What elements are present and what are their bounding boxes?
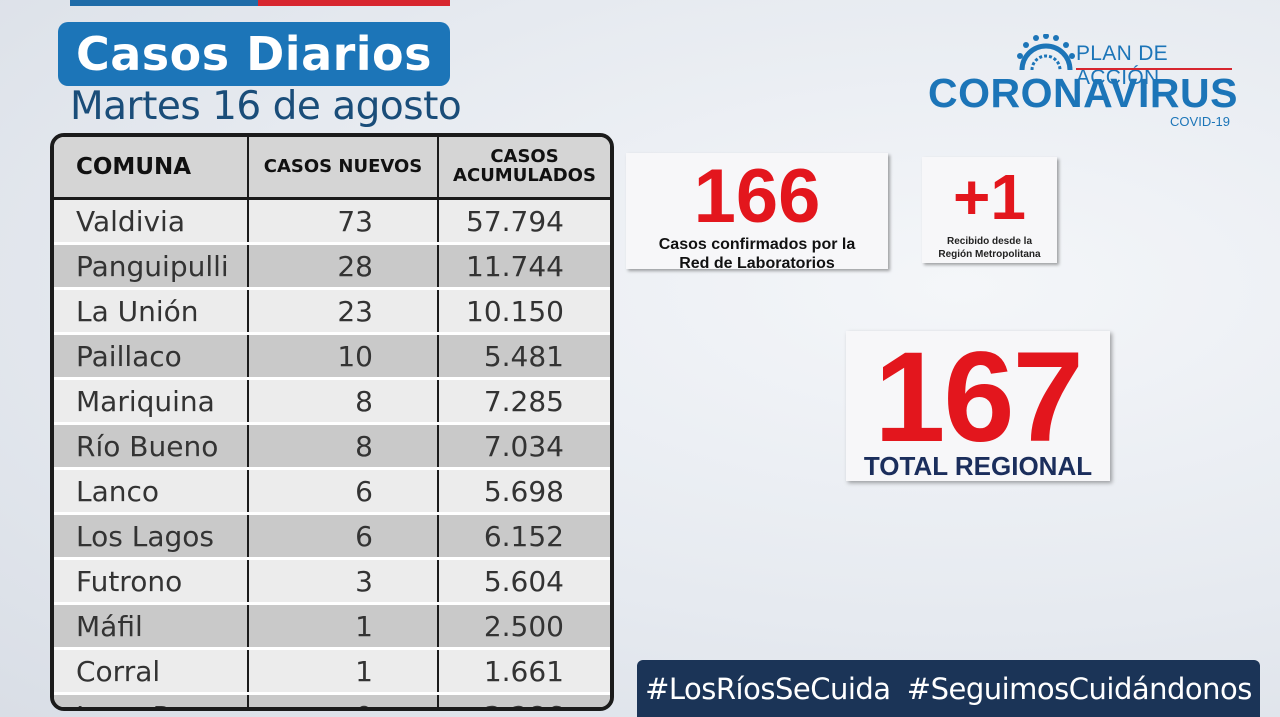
top-color-bar bbox=[70, 0, 450, 6]
coronavirus-wordmark: CORONAVIRUS bbox=[928, 70, 1238, 116]
plan-de-accion-label: PLAN DE ACCIÓN bbox=[1076, 42, 1168, 89]
cell-comuna: Máfil bbox=[54, 602, 249, 649]
rm-cases-label-1: Recibido desde la bbox=[946, 236, 1033, 247]
covid-label: COVID-19 bbox=[1170, 114, 1230, 129]
cases-table: COMUNA CASOS NUEVOS CASOS ACUMULADOS Vald… bbox=[50, 133, 614, 711]
total-regional-value: 167 bbox=[874, 326, 1084, 469]
coronavirus-logo: PLAN DE ACCIÓN CORONAVIRUS COVID-19 bbox=[926, 34, 1238, 130]
virus-icon bbox=[1017, 34, 1075, 70]
cell-comuna: Mariquina bbox=[54, 377, 249, 424]
cell-acumulados: 6.152 bbox=[438, 512, 610, 559]
total-regional-label: TOTAL REGIONAL bbox=[863, 451, 1093, 481]
hashtag-los-rios: #LosRíosSeCuida bbox=[645, 671, 891, 706]
cell-acumulados: 5.481 bbox=[438, 332, 610, 379]
cell-acumulados: 11.744 bbox=[438, 242, 610, 289]
cell-acumulados: 5.698 bbox=[438, 467, 610, 514]
table-row: La Unión 23 10.150 bbox=[54, 287, 610, 334]
cell-comuna: La Unión bbox=[54, 287, 249, 334]
cell-nuevos: 3 bbox=[248, 557, 439, 604]
table-body: Valdivia 73 57.794 Panguipulli 28 11.744 La Un… bbox=[54, 197, 610, 707]
cell-nuevos: 10 bbox=[248, 332, 439, 379]
header-casos-nuevos: CASOS NUEVOS bbox=[248, 137, 439, 200]
top-bar-blue bbox=[70, 0, 258, 6]
rm-cases-label-2: Región Metropolitana bbox=[938, 249, 1041, 260]
cell-comuna: Lago Ranco bbox=[54, 692, 249, 707]
cell-nuevos: 28 bbox=[248, 242, 439, 289]
cell-nuevos: 0 bbox=[248, 692, 439, 707]
total-regional-card: 167 TOTAL REGIONAL bbox=[846, 331, 1110, 481]
cell-nuevos: 73 bbox=[248, 197, 439, 244]
cell-acumulados: 10.150 bbox=[438, 287, 610, 334]
cell-nuevos: 8 bbox=[248, 422, 439, 469]
lab-cases-card: 166 Casos confirmados por la Red de Labo… bbox=[626, 153, 888, 272]
cell-acumulados: 2.500 bbox=[438, 602, 610, 649]
table-row: Futrono 3 5.604 bbox=[54, 557, 610, 604]
table-row: Paillaco 10 5.481 bbox=[54, 332, 610, 379]
rm-cases-card: +1 Recibido desde la Región Metropolitan… bbox=[922, 157, 1057, 263]
page-title: Casos Diarios bbox=[58, 22, 450, 86]
cell-acumulados: 7.285 bbox=[438, 377, 610, 424]
cell-nuevos: 6 bbox=[248, 512, 439, 559]
cell-comuna: Lanco bbox=[54, 467, 249, 514]
cell-acumulados: 3.286 bbox=[438, 692, 610, 707]
plan-underline bbox=[1076, 68, 1232, 70]
cell-acumulados: 1.661 bbox=[438, 647, 610, 694]
cell-nuevos: 23 bbox=[248, 287, 439, 334]
cell-acumulados: 57.794 bbox=[438, 197, 610, 244]
cell-nuevos: 1 bbox=[248, 602, 439, 649]
date-subtitle: Martes 16 de agosto bbox=[70, 84, 462, 129]
table-row: Valdivia 73 57.794 bbox=[54, 197, 610, 244]
table-row: Mariquina 8 7.285 bbox=[54, 377, 610, 424]
rm-cases-value: +1 bbox=[953, 161, 1026, 233]
table-row: Panguipulli 28 11.744 bbox=[54, 242, 610, 289]
cell-comuna: Corral bbox=[54, 647, 249, 694]
cell-comuna: Paillaco bbox=[54, 332, 249, 379]
table-row: Lanco 6 5.698 bbox=[54, 467, 610, 514]
cell-acumulados: 7.034 bbox=[438, 422, 610, 469]
table-row: Los Lagos 6 6.152 bbox=[54, 512, 610, 559]
cell-nuevos: 8 bbox=[248, 377, 439, 424]
cell-comuna: Río Bueno bbox=[54, 422, 249, 469]
hashtag-seguimos: #SeguimosCuidándonos bbox=[906, 671, 1253, 706]
lab-cases-label-2: Red de Laboratorios bbox=[679, 255, 835, 272]
cell-comuna: Valdivia bbox=[54, 197, 249, 244]
hashtag-bar: #LosRíosSeCuida #SeguimosCuidándonos bbox=[637, 660, 1260, 717]
table-row: Lago Ranco03.286 bbox=[54, 692, 610, 707]
cell-comuna: Los Lagos bbox=[54, 512, 249, 559]
table-row: Máfil 1 2.500 bbox=[54, 602, 610, 649]
lab-cases-label-1: Casos confirmados por la bbox=[658, 236, 856, 253]
top-bar-red bbox=[258, 0, 450, 6]
cell-nuevos: 1 bbox=[248, 647, 439, 694]
header-comuna: COMUNA bbox=[54, 137, 249, 200]
cell-nuevos: 6 bbox=[248, 467, 439, 514]
table-row: Corral 1 1.661 bbox=[54, 647, 610, 694]
cell-acumulados: 5.604 bbox=[438, 557, 610, 604]
lab-cases-value: 166 bbox=[693, 154, 821, 239]
header-casos-acumulados: CASOS ACUMULADOS bbox=[438, 137, 610, 200]
table-row: Río Bueno 8 7.034 bbox=[54, 422, 610, 469]
cell-comuna: Panguipulli bbox=[54, 242, 249, 289]
cell-comuna: Futrono bbox=[54, 557, 249, 604]
table-header-row: COMUNA CASOS NUEVOS CASOS ACUMULADOS bbox=[54, 137, 610, 200]
